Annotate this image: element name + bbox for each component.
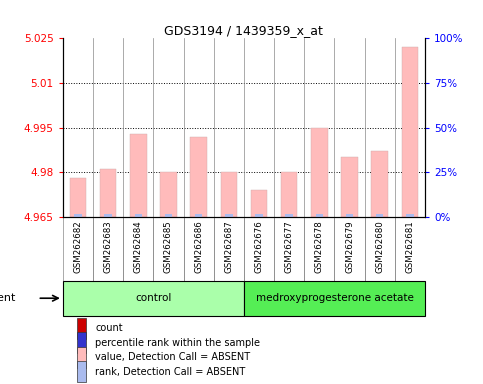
- Text: medroxyprogesterone acetate: medroxyprogesterone acetate: [256, 293, 413, 303]
- Bar: [244, 281, 425, 316]
- Bar: [371, 151, 388, 217]
- Bar: [160, 172, 177, 217]
- Text: GSM262682: GSM262682: [73, 220, 83, 273]
- Bar: [221, 172, 237, 217]
- Bar: [190, 137, 207, 217]
- Text: agent: agent: [0, 293, 15, 303]
- Text: GSM262679: GSM262679: [345, 220, 354, 273]
- Bar: [256, 214, 263, 217]
- Text: GSM262685: GSM262685: [164, 220, 173, 273]
- Text: GSM262686: GSM262686: [194, 220, 203, 273]
- Bar: [165, 214, 172, 217]
- Text: value, Detection Call = ABSENT: value, Detection Call = ABSENT: [96, 352, 251, 362]
- Text: GSM262676: GSM262676: [255, 220, 264, 273]
- Bar: [251, 190, 267, 217]
- Bar: [346, 214, 353, 217]
- Bar: [316, 214, 323, 217]
- Text: count: count: [96, 323, 123, 333]
- Bar: [281, 172, 298, 217]
- Text: GSM262680: GSM262680: [375, 220, 384, 273]
- Text: percentile rank within the sample: percentile rank within the sample: [96, 338, 260, 348]
- Bar: [285, 214, 293, 217]
- Text: GSM262684: GSM262684: [134, 220, 143, 273]
- Text: control: control: [135, 293, 171, 303]
- Text: rank, Detection Call = ABSENT: rank, Detection Call = ABSENT: [96, 367, 246, 377]
- Bar: [376, 214, 384, 217]
- Bar: [70, 178, 86, 217]
- Bar: [104, 214, 112, 217]
- Bar: [225, 214, 232, 217]
- Bar: [77, 361, 86, 382]
- Bar: [402, 47, 418, 217]
- Text: GSM262677: GSM262677: [284, 220, 294, 273]
- Bar: [63, 281, 244, 316]
- Bar: [130, 134, 146, 217]
- Bar: [195, 214, 202, 217]
- Text: GSM262683: GSM262683: [103, 220, 113, 273]
- Bar: [341, 157, 358, 217]
- Bar: [406, 214, 413, 217]
- Bar: [74, 214, 82, 217]
- Bar: [311, 127, 327, 217]
- Title: GDS3194 / 1439359_x_at: GDS3194 / 1439359_x_at: [165, 24, 323, 37]
- Text: GSM262687: GSM262687: [224, 220, 233, 273]
- Bar: [100, 169, 116, 217]
- Bar: [77, 318, 86, 339]
- Bar: [135, 214, 142, 217]
- Text: GSM262678: GSM262678: [315, 220, 324, 273]
- Bar: [77, 347, 86, 368]
- Bar: [77, 332, 86, 353]
- Text: GSM262681: GSM262681: [405, 220, 414, 273]
